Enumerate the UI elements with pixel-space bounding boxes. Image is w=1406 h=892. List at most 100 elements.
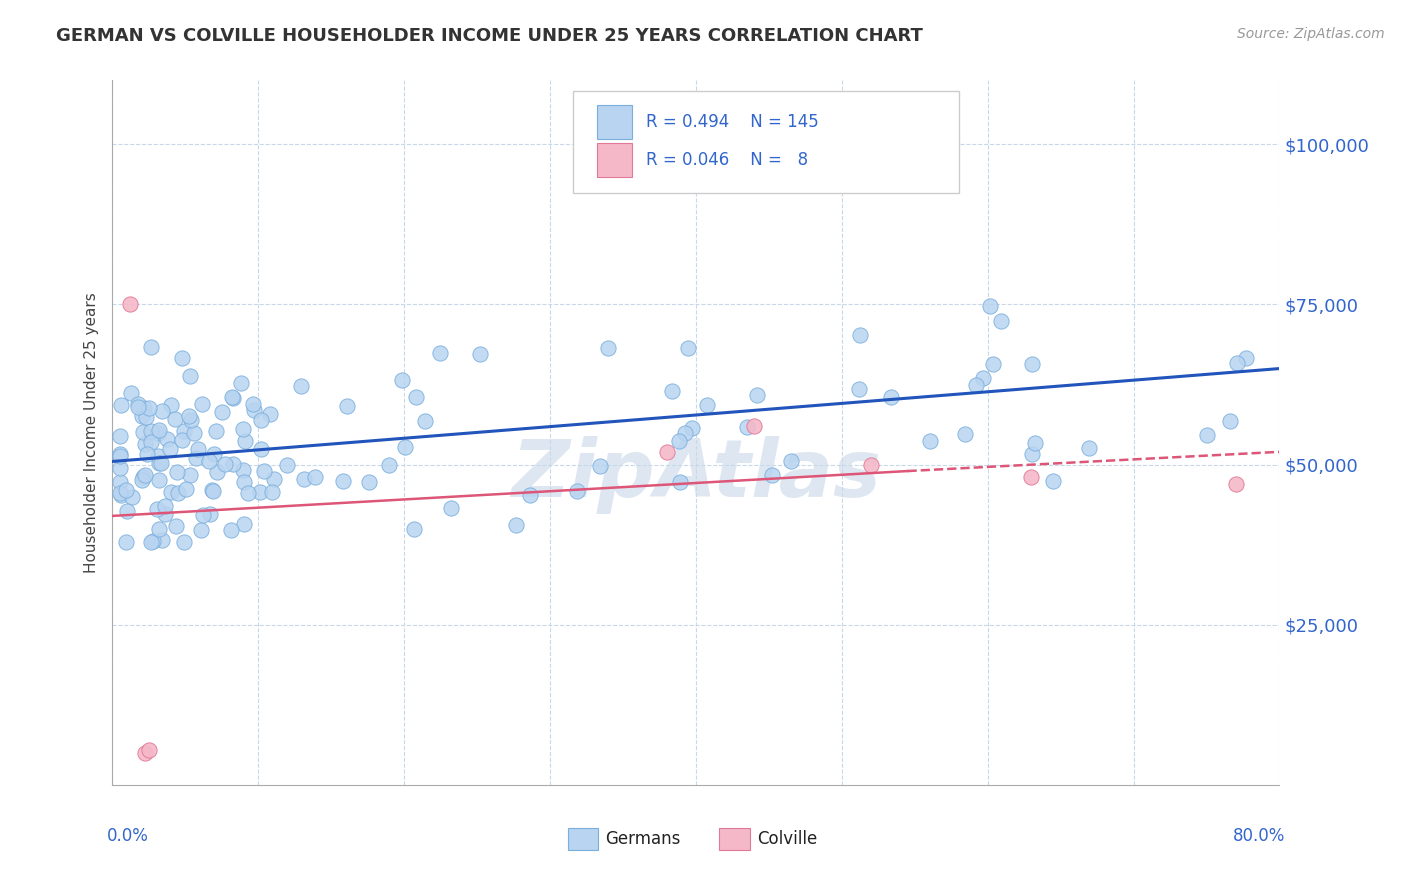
Point [108,460,131,475]
Point [173,424,195,438]
Point [276,458,298,473]
Point [263,472,285,486]
Point [132,401,155,415]
Point [918,434,941,449]
Point [848,382,870,396]
Point [150,404,173,418]
Point [205,465,228,479]
Point [138,742,160,756]
Bar [568,828,598,850]
Point [232,463,254,477]
Point [979,299,1001,313]
Point [470,347,492,361]
Point [589,459,612,474]
Point [134,746,156,760]
Point [1042,474,1064,488]
Point [253,465,276,479]
Point [243,402,266,417]
Point [402,522,425,536]
Point [138,401,160,415]
Point [165,518,187,533]
Point [177,409,200,424]
Point [172,351,194,366]
Point [415,414,437,428]
Point [132,470,155,484]
Point [211,405,233,419]
Point [108,449,131,463]
Point [108,447,131,461]
Point [115,483,138,497]
Point [141,339,163,353]
Point [596,341,619,355]
Point [117,504,139,518]
Point [108,429,131,443]
Point [155,499,177,513]
Point [173,534,195,549]
Point [249,413,271,427]
Point [696,398,718,412]
Point [391,373,413,387]
Point [120,385,142,400]
Point [292,472,315,486]
Point [156,432,179,446]
Text: Source: ZipAtlas.com: Source: ZipAtlas.com [1237,27,1385,41]
Point [142,534,165,549]
Point [110,485,132,500]
Point [221,457,243,471]
Text: ZipAtlas: ZipAtlas [510,436,882,514]
Point [242,396,264,410]
Point [745,388,768,402]
Text: GERMAN VS COLVILLE HOUSEHOLDER INCOME UNDER 25 YEARS CORRELATION CHART: GERMAN VS COLVILLE HOUSEHOLDER INCOME UN… [56,27,924,45]
Point [148,456,170,470]
Point [170,433,193,447]
Point [290,379,312,393]
Point [1225,476,1247,491]
Point [139,435,162,450]
Text: Germans: Germans [605,830,681,848]
Text: R = 0.494    N = 145: R = 0.494 N = 145 [645,113,818,131]
Point [429,346,451,360]
Point [131,473,153,487]
Point [165,412,187,426]
Point [167,486,190,500]
Bar [596,143,631,177]
Point [880,391,903,405]
Point [198,454,221,468]
Point [118,297,141,311]
Point [148,425,170,440]
Point [183,425,205,440]
Point [201,484,224,499]
Point [655,445,678,459]
Y-axis label: Householder Income Under 25 years: Householder Income Under 25 years [83,293,98,573]
Point [567,483,589,498]
Point [1219,414,1241,428]
Point [121,490,143,504]
Point [150,533,173,547]
Point [179,467,201,482]
Point [972,371,994,385]
Point [148,473,170,487]
Point [201,483,224,497]
Point [205,424,228,438]
Text: Colville: Colville [756,830,817,848]
Point [260,484,283,499]
Point [849,327,872,342]
Point [405,390,427,404]
Point [153,508,176,522]
FancyBboxPatch shape [574,91,959,193]
Point [233,434,256,449]
Point [981,357,1004,371]
Point [1021,357,1043,371]
Point [440,500,463,515]
Point [332,475,354,489]
Point [1078,442,1101,456]
Point [160,484,183,499]
Point [131,425,153,439]
Point [661,384,683,399]
Point [742,419,765,434]
Point [159,442,181,456]
Point [191,397,214,411]
Point [214,458,236,472]
Point [131,409,153,423]
Point [1021,447,1043,461]
